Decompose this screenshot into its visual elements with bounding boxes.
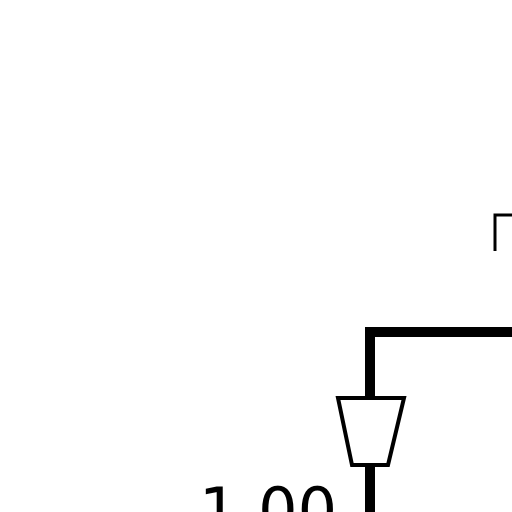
value-label: 1.00 xyxy=(199,474,337,512)
pipe-line-upper xyxy=(365,327,512,398)
bracket-connector xyxy=(493,213,512,251)
reducer-symbol xyxy=(335,396,407,467)
